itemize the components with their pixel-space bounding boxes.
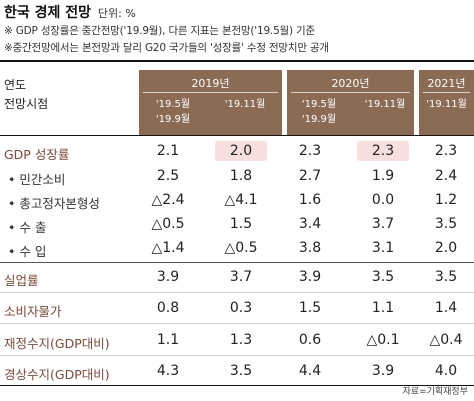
separator-3 [0, 323, 474, 324]
cell-un-2: 3.7 [229, 269, 253, 285]
phase-2020-nov: '19.11월 [364, 99, 406, 110]
row-label-gross-fixed-capital: • 총고정자본형성 [8, 196, 100, 211]
row-label-cpi: 소비자물가 [4, 304, 62, 319]
cell-cpi-2: 0.3 [229, 300, 253, 316]
cell-gdp-3: 2.3 [298, 143, 322, 159]
cell-im-2: △0.5 [224, 240, 258, 256]
header-year-label: 연도 [4, 78, 27, 92]
year-header-2021 [419, 70, 474, 135]
phase-2019-may-sep: '19.5월 '19.9월 [155, 99, 191, 125]
separator-1 [0, 262, 474, 263]
cell-fb-5: △0.4 [429, 332, 463, 348]
cell-ca-5: 4.0 [434, 363, 458, 379]
phase-2019-nov: '19.11월 [224, 99, 266, 110]
row-label-fiscal-balance: 재정수지(GDP대비) [4, 336, 110, 351]
unit-label: 단위: % [97, 7, 136, 20]
year-header-2019 [139, 70, 282, 135]
row-label-exports: • 수 출 [8, 220, 47, 235]
cell-cpi-1: 0.8 [156, 300, 180, 316]
cell-gfc-4: 0.0 [371, 192, 395, 208]
cell-gfc-5: 1.2 [434, 192, 458, 208]
cell-ex-2: 1.5 [229, 216, 253, 232]
cell-im-1: △1.4 [151, 240, 185, 256]
cell-un-3: 3.9 [298, 269, 322, 285]
year-2019-divider [143, 92, 278, 93]
cell-fb-2: 1.3 [229, 332, 253, 348]
cell-pc-4: 1.9 [371, 168, 395, 184]
header-period-label: 전망시점 [4, 97, 49, 111]
header-rule [0, 135, 474, 136]
year-2020-divider [291, 92, 410, 93]
phase-2020-may-sep: '19.5월 '19.9월 [301, 99, 337, 125]
cell-im-4: 3.1 [371, 240, 395, 256]
row-label-private-consumption: • 민간소비 [8, 172, 66, 187]
year-2019: 2019년 [191, 77, 230, 90]
title-text: 한국 경제 전망 [4, 5, 92, 21]
cell-gdp-5: 2.3 [434, 143, 458, 159]
chart-title: 한국 경제 전망 단위: % [4, 2, 136, 22]
cell-gdp-2: 2.0 [229, 143, 253, 159]
source-credit: 자료=기획재정부 [402, 387, 468, 397]
year-2021: 2021년 [427, 77, 466, 90]
year-2021-divider [423, 92, 470, 93]
cell-cpi-4: 1.1 [371, 300, 395, 316]
cell-gdp-1: 2.1 [156, 143, 180, 159]
year-2020: 2020년 [331, 77, 370, 90]
cell-pc-2: 1.8 [229, 168, 253, 184]
cell-ex-5: 3.5 [434, 216, 458, 232]
cell-gfc-1: △2.4 [151, 192, 185, 208]
phase-2021-nov: '19.11월 [426, 99, 467, 110]
cell-ca-1: 4.3 [156, 363, 180, 379]
cell-pc-5: 2.4 [434, 168, 458, 184]
cell-gfc-2: △4.1 [224, 192, 258, 208]
cell-un-5: 3.5 [434, 269, 458, 285]
cell-im-3: 3.8 [298, 240, 322, 256]
cell-cpi-3: 1.5 [298, 300, 322, 316]
cell-cpi-5: 1.4 [434, 300, 458, 316]
cell-ca-2: 3.5 [229, 363, 253, 379]
cell-im-5: 2.0 [434, 240, 458, 256]
cell-ex-1: △0.5 [151, 216, 185, 232]
cell-pc-1: 2.5 [156, 168, 180, 184]
cell-ex-4: 3.7 [371, 216, 395, 232]
row-label-imports: • 수 입 [8, 244, 47, 259]
row-label-unemployment: 실업률 [4, 273, 39, 288]
cell-gfc-3: 1.6 [298, 192, 322, 208]
row-label-gdp: GDP 성장률 [4, 147, 70, 162]
cell-ex-3: 3.4 [298, 216, 322, 232]
footnote-1: ※ GDP 성장률은 중간전망('19.9월), 다른 지표는 본전망('19.… [4, 25, 315, 37]
year-header-2020 [287, 70, 414, 135]
highlight-2020-nov [357, 141, 409, 161]
cell-fb-1: 1.1 [156, 332, 180, 348]
top-rule [0, 60, 474, 62]
bottom-rule [0, 385, 474, 386]
cell-fb-4: △0.1 [366, 332, 400, 348]
cell-un-4: 3.5 [371, 269, 395, 285]
separator-4 [0, 355, 474, 356]
cell-ca-4: 3.9 [371, 363, 395, 379]
cell-pc-3: 2.7 [298, 168, 322, 184]
row-label-current-account: 경상수지(GDP대비) [4, 367, 110, 382]
highlight-2019-nov [215, 141, 267, 161]
separator-2 [0, 292, 474, 293]
cell-fb-3: 0.6 [298, 332, 322, 348]
cell-ca-3: 4.4 [298, 363, 322, 379]
cell-gdp-4: 2.3 [371, 143, 395, 159]
cell-un-1: 3.9 [156, 269, 180, 285]
footnote-2: ※중간전망에서는 본전망과 달리 G20 국가들의 '성장률' 수정 전망치만 … [4, 42, 329, 54]
